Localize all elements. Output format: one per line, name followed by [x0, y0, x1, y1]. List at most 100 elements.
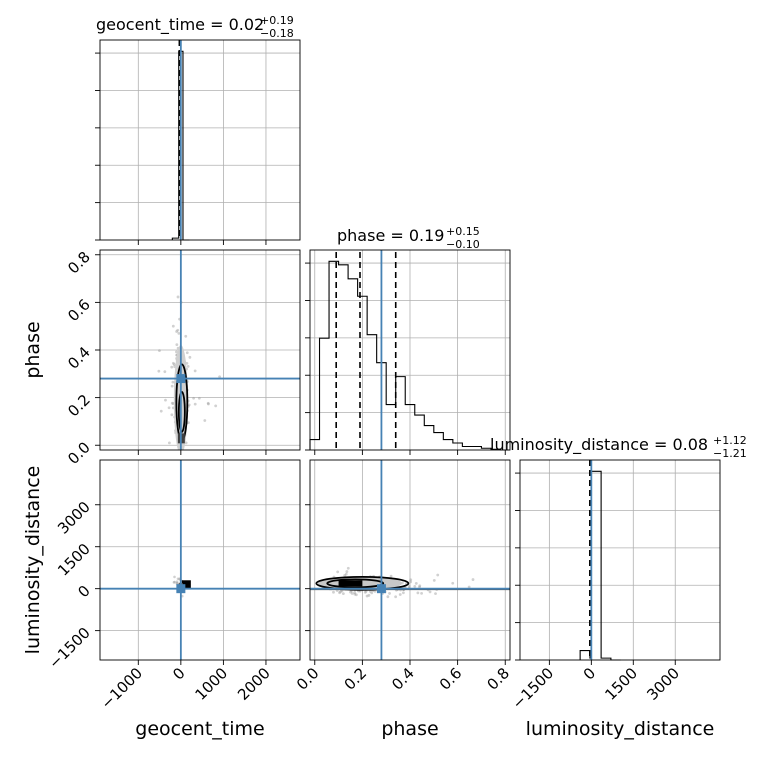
y-tick-label: 0.2 — [64, 391, 94, 421]
axis-labels: geocent_time phase luminosity_distance p… — [22, 321, 714, 740]
sample-point — [341, 592, 345, 595]
sample-point — [184, 334, 188, 338]
hist-panel-luminosity-distance: −1500 0 1500 3000 — [509, 459, 721, 713]
truth-marker — [376, 584, 386, 594]
title-luminosity-distance-median: 0.08 — [672, 435, 708, 454]
contour-inner — [326, 578, 385, 589]
y-tick-label: −1500 — [45, 624, 94, 673]
title-luminosity-distance-minus: −1.21 — [713, 447, 747, 460]
sample-point — [467, 585, 471, 589]
sample-point — [167, 441, 171, 445]
density-core — [181, 580, 191, 589]
sample-point — [402, 591, 405, 595]
ylabel-luminosity-distance: luminosity_distance — [22, 466, 44, 655]
sample-point — [214, 404, 218, 408]
title-geocent-time-name: geocent_time — [96, 15, 205, 35]
truth-marker — [176, 374, 186, 384]
sample-point — [353, 592, 357, 596]
truth-marker — [176, 584, 186, 594]
sample-point — [367, 593, 371, 597]
x-tick-label: 0.6 — [436, 664, 466, 694]
sample-point — [187, 421, 190, 425]
sample-point — [370, 591, 374, 595]
sample-point — [171, 380, 175, 384]
sample-point — [428, 590, 432, 594]
sample-point — [187, 403, 191, 407]
title-geocent-time-median: 0.02 — [229, 15, 265, 34]
x-tick-label: 0.8 — [483, 664, 513, 694]
sample-point — [332, 590, 335, 594]
y-tick-label: 0.6 — [64, 295, 94, 325]
sample-point — [350, 592, 354, 595]
hist-panel-geocent-time — [95, 39, 301, 245]
x-tick-label: −1500 — [509, 664, 558, 713]
titles: geocent_time = 0.02 +0.19 −0.18 phase = … — [96, 14, 747, 460]
title-geocent-time-minus: −0.18 — [260, 27, 294, 40]
xlabel-phase: phase — [381, 718, 438, 740]
sample-point — [159, 409, 163, 413]
sample-point — [418, 584, 422, 588]
sample-point — [175, 330, 179, 333]
y-tick-label: 0.0 — [64, 438, 94, 468]
grid — [520, 460, 720, 660]
sample-point — [471, 578, 475, 581]
sample-point — [414, 581, 418, 585]
sample-point — [173, 575, 176, 579]
panel-frame — [519, 459, 721, 661]
sample-point — [343, 574, 347, 577]
sample-point — [336, 570, 340, 574]
sample-point — [172, 363, 176, 366]
sample-point — [398, 593, 402, 596]
sample-point — [451, 581, 455, 585]
sample-point — [409, 578, 413, 582]
sample-point — [176, 328, 180, 332]
sample-point — [353, 591, 357, 594]
y-tick-label: 3000 — [54, 498, 94, 538]
sample-point — [185, 361, 189, 365]
sample-point — [176, 577, 180, 581]
sample-point — [167, 406, 171, 410]
y-tick-label: 0 — [74, 582, 93, 601]
sample-point — [157, 369, 161, 373]
sample-cloud — [157, 295, 222, 450]
scatter-panel-phase-luminosity-distance: 0.0 0.2 0.4 0.6 0.8 — [293, 459, 513, 694]
sample-point — [413, 584, 417, 588]
x-tick-label: 0.2 — [341, 664, 371, 694]
sample-point — [344, 572, 348, 576]
sample-point — [346, 566, 350, 570]
sample-point — [409, 580, 413, 584]
grid — [310, 460, 510, 660]
sample-point — [349, 590, 352, 594]
y-tick-label: 0.8 — [64, 248, 94, 278]
sample-point — [170, 413, 174, 417]
histogram-phase — [309, 260, 510, 451]
sample-point — [420, 591, 423, 595]
hist-panel-phase — [305, 249, 511, 455]
density-core — [338, 580, 363, 587]
y-tick-label: 1500 — [54, 540, 94, 580]
xlabel-geocent-time: geocent_time — [135, 718, 264, 740]
title-phase-median: 0.19 — [409, 226, 445, 245]
sample-point — [170, 384, 174, 388]
x-tick-label: 0.4 — [388, 664, 418, 694]
sample-point — [175, 350, 178, 354]
title-phase: phase = 0.19 — [337, 226, 444, 245]
sample-point — [368, 590, 372, 593]
sample-point — [365, 594, 369, 598]
sample-point — [407, 584, 411, 588]
sample-point — [175, 581, 179, 585]
x-tick-label: −1000 — [98, 664, 147, 713]
ylabel-phase: phase — [22, 321, 44, 378]
title-luminosity-distance-plus: +1.12 — [713, 434, 747, 447]
sample-point — [177, 331, 181, 335]
sample-point — [158, 349, 161, 353]
sample-point — [339, 590, 342, 594]
sample-point — [218, 375, 222, 379]
sample-point — [188, 355, 192, 359]
x-tick-label: 3000 — [643, 664, 683, 704]
sample-point — [386, 595, 390, 599]
sample-point — [172, 581, 176, 584]
